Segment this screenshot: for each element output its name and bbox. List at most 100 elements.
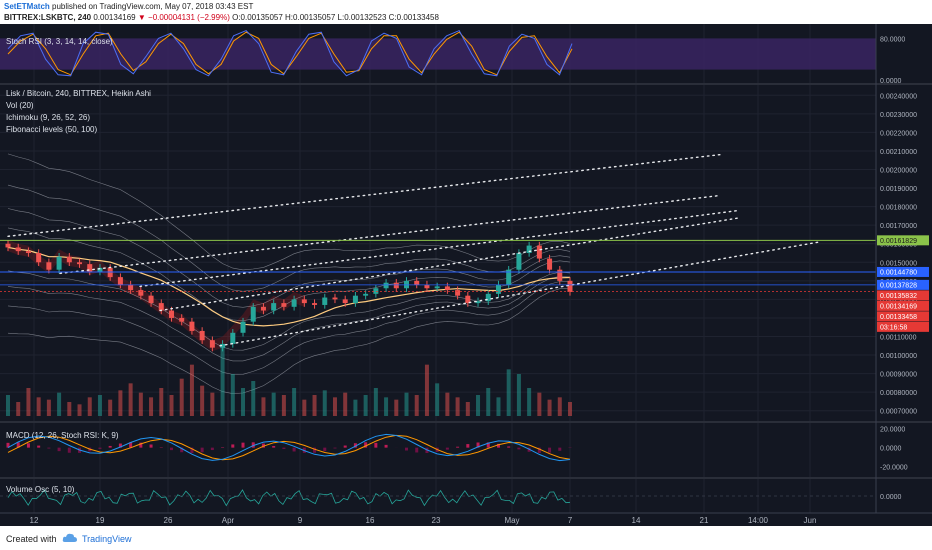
symbol-name[interactable]: BITTREX:LSKBTC, 240 <box>4 13 92 22</box>
candle-body <box>301 299 307 304</box>
volume-bar <box>210 392 215 416</box>
volume-bar <box>67 402 72 416</box>
time-tick: Apr <box>222 516 235 525</box>
candle-body <box>189 321 195 331</box>
price-tick: 0.00070000 <box>880 409 917 416</box>
volume-bar <box>557 397 562 416</box>
volume-bar <box>292 388 297 416</box>
candle-body <box>332 297 338 300</box>
volume-bar <box>108 399 113 416</box>
volume-bar <box>138 392 143 416</box>
volume-bar <box>455 397 460 416</box>
candle-body <box>352 295 358 304</box>
ohlc-values: O:0.00135057 H:0.00135057 L:0.00132523 C… <box>232 13 439 22</box>
author-link[interactable]: SetETMatch <box>4 2 50 11</box>
ichimoku-cloud <box>8 240 305 352</box>
macd-histogram-bar <box>456 446 460 448</box>
candle-body <box>240 321 246 333</box>
macd-histogram-bar <box>537 447 541 453</box>
volume-osc-title: Volume Osc (5, 10) <box>6 485 75 494</box>
volume-bar <box>373 388 378 416</box>
time-tick: 19 <box>96 516 105 525</box>
macd-histogram-bar <box>466 444 470 448</box>
candle-body <box>46 262 52 270</box>
price-pane[interactable]: Lisk / Bitcoin, 240, BITTREX, Heikin Ash… <box>0 89 929 416</box>
stoch-rsi-y-axis: 80.0000 0.0000 <box>880 36 905 85</box>
candle-body <box>15 247 21 252</box>
chart-canvas[interactable]: Stoch RSI (3, 3, 14, 14, close) 80.0000 0… <box>0 24 932 526</box>
macd-histogram-bar <box>37 445 41 448</box>
candle-body <box>199 330 205 341</box>
volume-bar <box>343 392 348 416</box>
price-badge <box>877 266 929 277</box>
price-badge-text: 0.00137828 <box>880 282 917 289</box>
volume-bar <box>312 395 317 416</box>
moving-average-line <box>7 246 571 327</box>
price-badge-text: 0.00134169 <box>880 303 917 310</box>
grid <box>0 24 876 513</box>
ichimoku-band <box>7 153 571 271</box>
stoch-rsi-pane[interactable]: Stoch RSI (3, 3, 14, 14, close) 80.0000 0… <box>0 29 905 85</box>
candle-body <box>66 256 72 263</box>
macd-pane[interactable]: MACD (12, 26, Stoch RSI: K, 9) 20.0000 0.… <box>6 427 908 472</box>
macd-histogram-bar <box>374 442 378 448</box>
candle-body <box>209 340 215 348</box>
price-badge <box>877 300 929 311</box>
time-tick: 23 <box>432 516 441 525</box>
macd-histogram-bar <box>333 447 337 449</box>
macd-histogram-bar <box>26 443 30 448</box>
trend-channel-line <box>7 153 721 238</box>
price-badge <box>877 279 929 290</box>
candle-body <box>168 310 174 318</box>
volume-osc-pane[interactable]: Volume Osc (5, 10) 0.0000 <box>0 485 902 507</box>
macd-histogram-bar <box>282 447 286 449</box>
trend-channel-line <box>159 217 741 312</box>
volume-bar <box>496 397 501 416</box>
candle-body <box>383 282 389 289</box>
ichimoku-band <box>7 275 571 362</box>
macd-histogram-bar <box>118 443 122 448</box>
published-text: published on TradingView.com, May 07, 20… <box>52 2 254 11</box>
tradingview-link[interactable]: TradingView <box>82 534 132 544</box>
price-badge-text: 0.00133458 <box>880 314 917 321</box>
macd-histogram-bar <box>405 447 409 451</box>
candle-body <box>250 306 256 322</box>
price-badge-text: 0.00144780 <box>880 269 917 276</box>
volume-bar <box>87 397 92 416</box>
macd-histogram-bar <box>57 447 61 452</box>
volume-bar <box>322 390 327 416</box>
price-tick: 0.00240000 <box>880 93 917 100</box>
candle-body <box>117 277 123 285</box>
time-tick: 12 <box>30 516 39 525</box>
ichimoku-cloud-area <box>8 240 305 352</box>
volume-bar <box>77 404 82 416</box>
candle-body <box>87 264 93 272</box>
down-arrow-icon: ▼ <box>137 13 146 22</box>
price-tick: 0.00100000 <box>880 353 917 360</box>
candle-body <box>322 297 328 305</box>
time-tick: 7 <box>568 516 573 525</box>
candle-body <box>25 251 31 253</box>
volume-bar <box>527 388 532 416</box>
volume-bar <box>394 399 399 416</box>
time-axis[interactable] <box>0 513 932 526</box>
candle-body <box>158 303 164 311</box>
price-tick: 0.00110000 <box>880 335 917 342</box>
macd-histogram-bar <box>67 447 71 453</box>
macd-histogram-bar <box>231 444 235 448</box>
candle-body <box>342 299 348 304</box>
volume-bar <box>384 397 389 416</box>
macd-tick: 0.0000 <box>880 446 902 453</box>
macd-histogram-bar <box>496 443 500 448</box>
volume-bar <box>46 399 51 416</box>
price-tick: 0.00090000 <box>880 372 917 379</box>
indicator-fibonacci: Fibonacci levels (50, 100) <box>6 125 97 134</box>
stoch-rsi-band <box>0 38 876 70</box>
macd-histogram-bar <box>108 445 112 448</box>
volume-bar <box>26 388 31 416</box>
candle-body <box>434 286 440 289</box>
macd-y-axis: 20.0000 0.0000 -20.0000 <box>880 427 908 472</box>
macd-histogram-bar <box>323 447 327 452</box>
price-pane-title: Lisk / Bitcoin, 240, BITTREX, Heikin Ash… <box>6 89 151 98</box>
macd-histogram-bar <box>384 444 388 448</box>
